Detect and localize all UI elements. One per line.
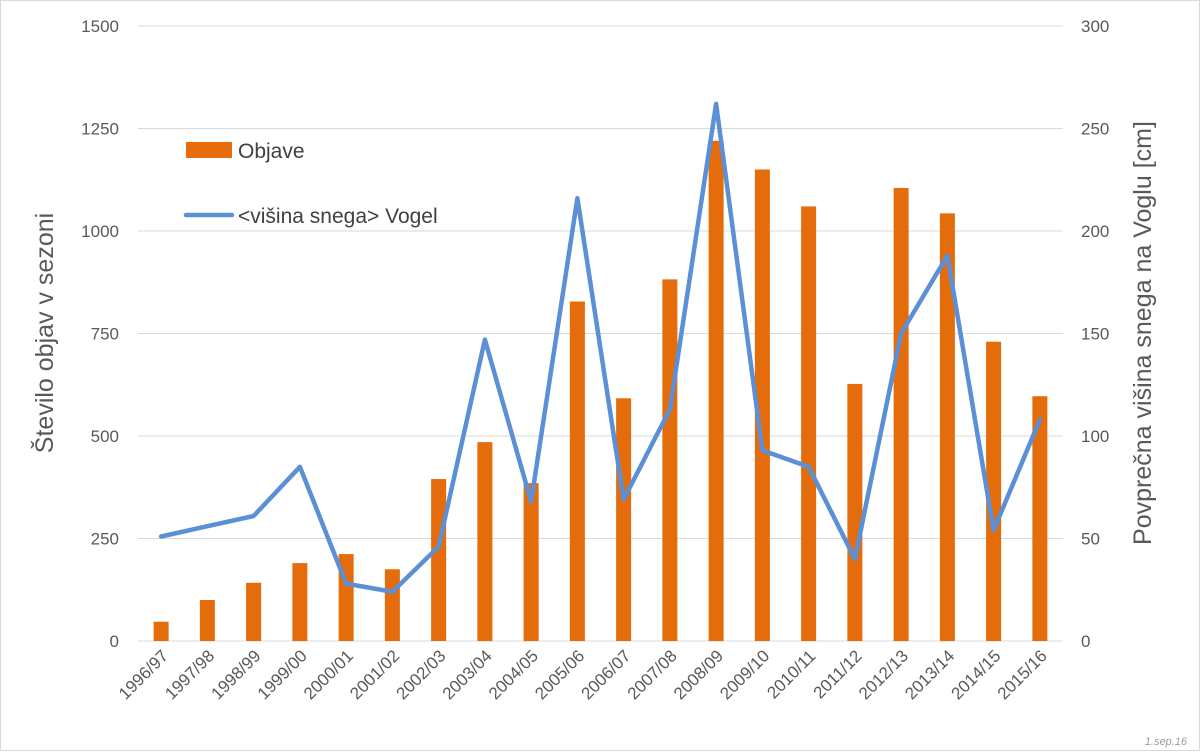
legend-label-objave: Objave xyxy=(238,140,305,163)
left-tick-label: 500 xyxy=(91,427,119,446)
bar xyxy=(662,279,678,641)
x-tick-label: 2012/13 xyxy=(855,646,912,703)
right-tick-label: 200 xyxy=(1081,222,1109,241)
footnote-date: 1.sep.16 xyxy=(1145,736,1188,748)
bar xyxy=(431,479,447,641)
x-tick-label: 2005/06 xyxy=(531,646,588,703)
line-series-snow-depth xyxy=(158,101,1043,595)
x-axis-ticks: 1996/971997/981998/991999/002000/012001/… xyxy=(115,646,1051,703)
left-tick-label: 1250 xyxy=(81,120,119,139)
left-tick-label: 1500 xyxy=(81,17,119,36)
bar xyxy=(569,301,585,641)
x-tick-label: 2010/11 xyxy=(763,646,819,702)
left-tick-label: 0 xyxy=(110,632,119,651)
x-tick-label: 2001/02 xyxy=(346,646,403,703)
left-tick-label: 1000 xyxy=(81,222,119,241)
x-tick-label: 2015/16 xyxy=(994,646,1051,703)
bar xyxy=(292,563,308,641)
bar xyxy=(939,213,955,641)
right-tick-label: 0 xyxy=(1081,632,1090,651)
right-axis-ticks: 0 50 100 150 200 250 300 xyxy=(1081,17,1109,651)
bar xyxy=(153,621,169,641)
gridlines xyxy=(138,25,1063,642)
right-tick-label: 100 xyxy=(1081,427,1109,446)
bar xyxy=(477,442,493,641)
x-tick-label: 1997/98 xyxy=(161,646,218,703)
legend: Objave <višina snega> Vogel xyxy=(183,140,438,228)
x-tick-label: 2008/09 xyxy=(670,646,727,703)
bar xyxy=(847,383,863,641)
right-tick-label: 150 xyxy=(1081,325,1109,344)
bar xyxy=(893,187,909,641)
x-tick-label: 2011/12 xyxy=(810,646,866,702)
bar xyxy=(199,600,215,641)
left-tick-label: 250 xyxy=(91,530,119,549)
bar xyxy=(523,483,539,641)
bar xyxy=(708,140,724,642)
left-axis-ticks: 0 250 500 750 1000 1250 1500 xyxy=(81,17,119,651)
bar xyxy=(616,398,632,641)
x-tick-label: 1998/99 xyxy=(208,646,265,703)
bar xyxy=(801,206,817,641)
x-tick-label: 2000/01 xyxy=(300,646,357,703)
x-tick-label: 2013/14 xyxy=(901,646,958,703)
x-tick-label: 1996/97 xyxy=(115,646,172,703)
bar xyxy=(384,569,400,641)
x-tick-label: 1999/00 xyxy=(254,646,311,703)
left-axis-title: Število objav v sezoni xyxy=(30,213,59,453)
legend-label-snow-depth: <višina snega> Vogel xyxy=(238,205,438,228)
bar xyxy=(246,582,262,641)
x-tick-label: 2007/08 xyxy=(624,646,681,703)
legend-swatch-objave xyxy=(186,142,232,158)
x-tick-label: 2009/10 xyxy=(716,646,773,703)
bar xyxy=(1032,396,1048,641)
x-tick-label: 2006/07 xyxy=(578,646,635,703)
x-tick-label: 2002/03 xyxy=(393,646,450,703)
bar xyxy=(754,169,770,641)
right-tick-label: 300 xyxy=(1081,17,1109,36)
right-axis-title: Povprečna višina snega na Voglu [cm] xyxy=(1129,121,1157,545)
right-tick-label: 50 xyxy=(1081,530,1100,549)
right-tick-label: 250 xyxy=(1081,120,1109,139)
left-tick-label: 750 xyxy=(91,325,119,344)
x-tick-label: 2003/04 xyxy=(439,646,496,703)
snow-depth-line xyxy=(158,101,1043,595)
x-tick-label: 2014/15 xyxy=(948,646,1005,703)
x-tick-label: 2004/05 xyxy=(485,646,542,703)
bar xyxy=(986,341,1002,641)
